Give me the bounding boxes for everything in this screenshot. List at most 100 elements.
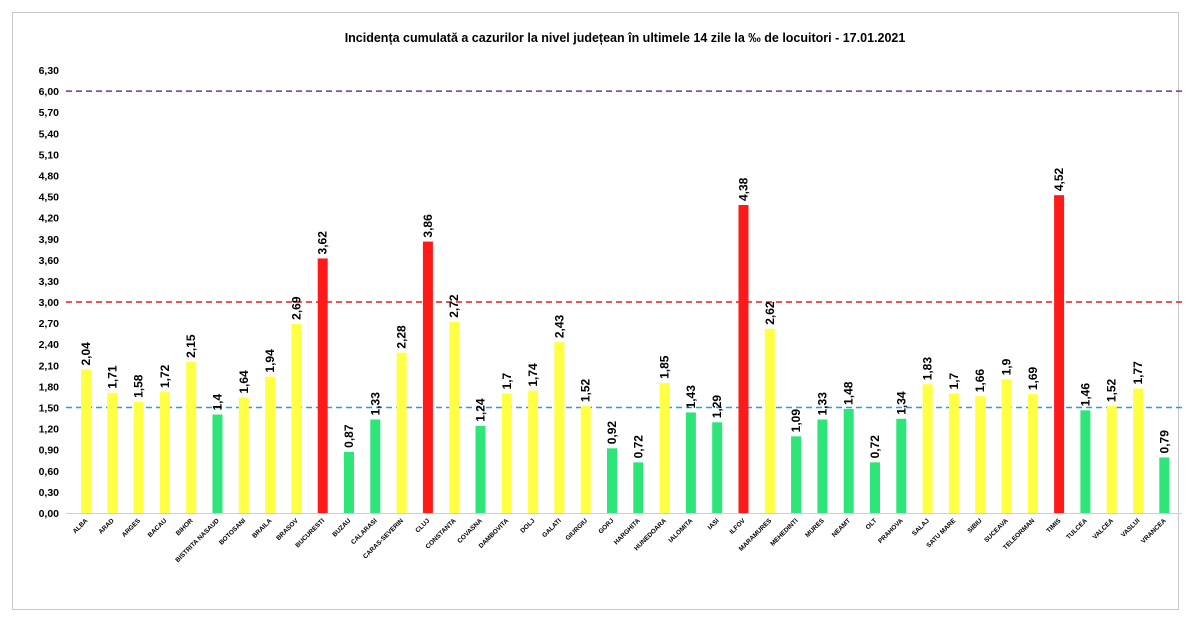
bar — [396, 352, 407, 513]
x-tick-label: ILFOV — [728, 517, 747, 536]
bars — [81, 195, 1170, 514]
bar — [607, 448, 617, 513]
value-label: 1,48 — [842, 381, 856, 405]
x-tick-label: GALATI — [541, 517, 563, 539]
y-tick-label: 3,00 — [39, 297, 60, 309]
x-tick-label: OLT — [865, 517, 879, 531]
bar — [1027, 394, 1038, 513]
y-tick-label: 1,50 — [39, 403, 60, 415]
bar — [1080, 410, 1091, 513]
y-tick-label: 2,10 — [39, 360, 60, 372]
bar — [843, 408, 854, 513]
value-label: 1,9 — [1000, 358, 1014, 375]
x-tick-label: VRANCEA — [1140, 517, 1168, 545]
y-tick-label: 4,80 — [39, 170, 60, 182]
value-label: 1,85 — [658, 355, 672, 379]
value-label: 1,58 — [132, 374, 146, 398]
value-label: 1,74 — [526, 363, 540, 387]
x-tick-label: BACAU — [147, 517, 169, 539]
y-tick-label: 4,20 — [39, 213, 60, 225]
value-label: 1,4 — [211, 394, 225, 411]
bar — [1001, 379, 1012, 513]
bar — [238, 397, 249, 513]
x-tick-label: VALCEA — [1092, 517, 1116, 541]
value-label: 4,38 — [737, 177, 751, 201]
y-tick-label: 5,40 — [39, 128, 60, 140]
bar — [922, 384, 933, 513]
x-tick-label: NEAMT — [831, 517, 852, 538]
x-tick-label: ARAD — [97, 517, 115, 535]
bar — [870, 462, 880, 513]
y-tick-label: 3,90 — [39, 234, 60, 246]
value-label: 3,62 — [316, 231, 330, 255]
bar — [422, 241, 433, 514]
value-labels: 2,04 1,71 1,58 1,72 2,15 1,4 1,64 1,94 2,69 3,62 0… — [79, 167, 1171, 458]
value-label: 2,15 — [184, 334, 198, 358]
x-tick-label: BIHOR — [175, 517, 195, 537]
bar — [659, 382, 670, 513]
value-label: 1,43 — [684, 385, 698, 409]
y-tick-label: 6,00 — [39, 86, 60, 98]
x-tick-label: BISTRITA NASAUD — [174, 517, 221, 564]
y-tick-label: 4,50 — [39, 192, 60, 204]
y-tick-label: 1,20 — [39, 424, 60, 436]
bar — [580, 406, 591, 513]
bar — [212, 414, 223, 513]
value-label: 2,72 — [447, 294, 461, 318]
bar — [291, 323, 302, 513]
y-axis: 0,00 0,30 0,60 0,90 1,20 1,50 1,80 2,10 2,40 2,70… — [39, 65, 1182, 520]
bar — [449, 321, 460, 513]
y-tick-label: 0,30 — [39, 487, 60, 499]
bar — [265, 376, 276, 513]
bar — [554, 342, 565, 513]
threshold-lines — [66, 90, 1182, 409]
value-label: 2,04 — [79, 342, 93, 366]
bar — [1133, 388, 1143, 513]
x-tick-label: IALOMITA — [667, 517, 694, 544]
value-label: 1,69 — [1026, 366, 1040, 390]
value-label: 1,34 — [894, 391, 908, 415]
bar — [948, 393, 959, 513]
x-tick-label: CLUJ — [414, 517, 431, 534]
x-tick-label: ARGES — [121, 517, 143, 539]
x-tick-label: MEHEDINTI — [769, 517, 799, 547]
bar — [501, 393, 512, 513]
bar — [791, 436, 802, 513]
bar — [107, 392, 118, 513]
bar — [975, 396, 986, 513]
x-tick-label: TIMIS — [1045, 517, 1063, 535]
value-label: 1,64 — [237, 370, 251, 394]
value-label: 3,86 — [421, 214, 435, 238]
bar — [370, 419, 381, 513]
bar — [528, 390, 539, 513]
value-label: 1,66 — [973, 369, 987, 393]
bar — [1159, 457, 1170, 513]
value-label: 0,72 — [868, 435, 882, 459]
value-label: 0,92 — [605, 421, 619, 445]
x-tick-label: SUCEAVA — [983, 517, 1010, 544]
x-tick-label: BRAILA — [251, 517, 274, 540]
value-label: 2,69 — [289, 296, 303, 320]
value-label: 4,52 — [1052, 167, 1066, 191]
bar — [133, 401, 144, 513]
y-tick-label: 5,10 — [39, 149, 60, 161]
bar — [159, 392, 170, 513]
x-tick-label: DOLJ — [519, 517, 536, 534]
value-label: 1,29 — [710, 395, 724, 419]
bar — [896, 418, 907, 513]
value-label: 1,09 — [789, 409, 803, 433]
value-label: 1,77 — [1131, 361, 1145, 385]
y-tick-label: 1,80 — [39, 381, 60, 393]
x-tick-label: MURES — [804, 517, 826, 539]
x-tick-label: VASLUI — [1120, 517, 1142, 539]
chart-title: Incidența cumulată a cazurilor la nivel … — [345, 31, 906, 45]
value-label: 1,7 — [500, 372, 514, 389]
value-label: 1,33 — [368, 392, 382, 416]
value-label: 1,24 — [474, 398, 488, 422]
y-tick-label: 0,00 — [39, 508, 60, 520]
bar — [633, 462, 644, 513]
bar — [186, 361, 197, 513]
value-label: 1,7 — [947, 372, 961, 389]
